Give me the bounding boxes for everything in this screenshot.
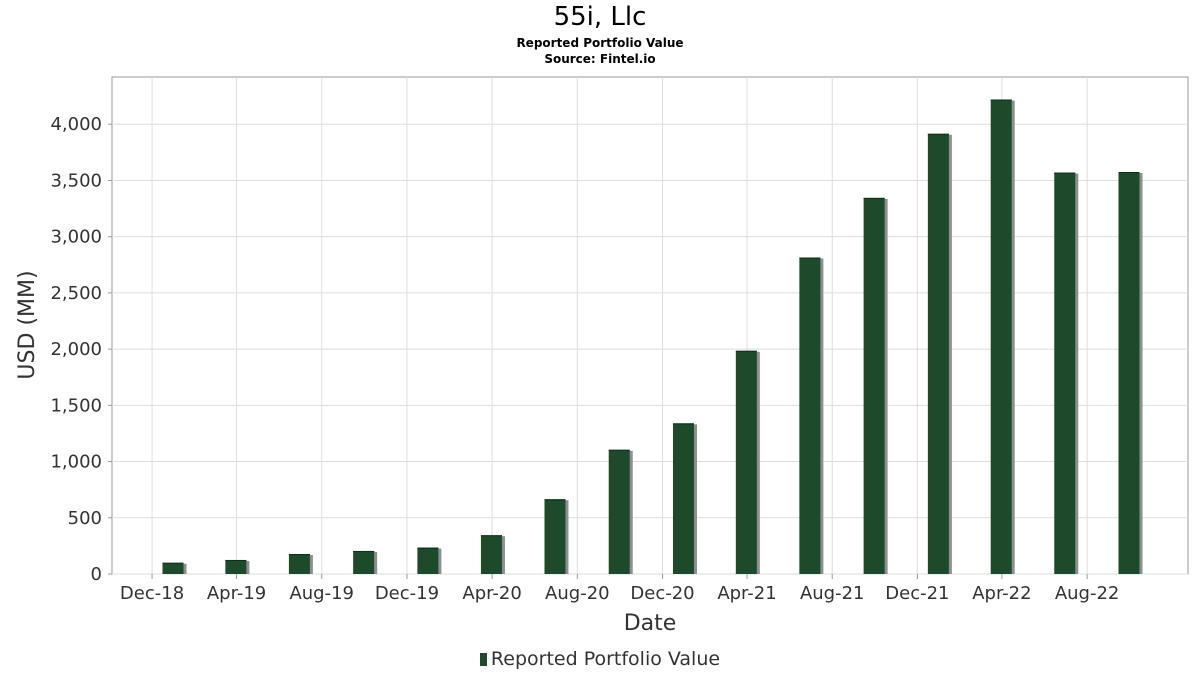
y-tick-label: 1,000: [50, 452, 102, 473]
bar: [353, 550, 375, 574]
y-tick-label: 0: [91, 564, 102, 585]
bar: [480, 535, 502, 574]
bar: [1118, 172, 1140, 574]
bar: [162, 562, 184, 574]
bar: [288, 553, 310, 574]
y-tick-label: 3,000: [50, 227, 102, 248]
chart-source: Source: Fintel.io: [544, 52, 656, 66]
x-tick-label: Dec-18: [120, 583, 184, 604]
chart-title: 55i, Llc: [553, 2, 647, 32]
y-axis-label: USD (MM): [15, 270, 40, 379]
x-tick-label: Dec-19: [375, 583, 439, 604]
legend: Reported Portfolio Value: [0, 648, 1200, 670]
bar-series: [162, 99, 1143, 575]
y-tick-label: 1,500: [50, 395, 102, 416]
bar: [799, 257, 821, 574]
x-axis-ticks: Dec-18 Apr-19 Aug-19 Dec-19 Apr-20 Aug-20 Dec-…: [120, 574, 1119, 604]
x-tick-label: Aug-21: [800, 583, 865, 604]
bar: [417, 547, 439, 574]
x-tick-label: Apr-19: [207, 583, 266, 604]
y-tick-label: 500: [68, 508, 102, 529]
bar: [608, 449, 630, 574]
y-axis-ticks: 0 500 1,000 1,500 2,000 2,500 3,000 3,500 4,000: [50, 114, 112, 585]
plot-area: [111, 76, 1189, 575]
bar: [1054, 172, 1076, 575]
y-tick-label: 2,500: [50, 283, 102, 304]
bar: [927, 133, 949, 574]
x-tick-label: Aug-19: [289, 583, 354, 604]
y-tick-label: 2,000: [50, 339, 102, 360]
chart-subtitle: Reported Portfolio Value: [516, 36, 684, 50]
y-tick-label: 4,000: [50, 114, 102, 135]
bar: [544, 499, 566, 574]
x-tick-label: Aug-22: [1055, 583, 1120, 604]
legend-swatch: [479, 653, 487, 666]
bar: [990, 99, 1012, 575]
bar: [672, 423, 694, 574]
x-tick-label: Apr-21: [717, 583, 776, 604]
x-tick-label: Apr-22: [972, 583, 1031, 604]
bar: [735, 350, 757, 574]
x-tick-label: Apr-20: [462, 583, 521, 604]
x-axis-label: Date: [624, 611, 677, 636]
bar: [225, 559, 247, 574]
bar: [863, 197, 885, 574]
legend-label: Reported Portfolio Value: [490, 648, 721, 670]
x-tick-label: Dec-20: [630, 583, 694, 604]
y-tick-label: 3,500: [50, 170, 102, 191]
x-tick-label: Dec-21: [885, 583, 949, 604]
x-tick-label: Aug-20: [545, 583, 610, 604]
